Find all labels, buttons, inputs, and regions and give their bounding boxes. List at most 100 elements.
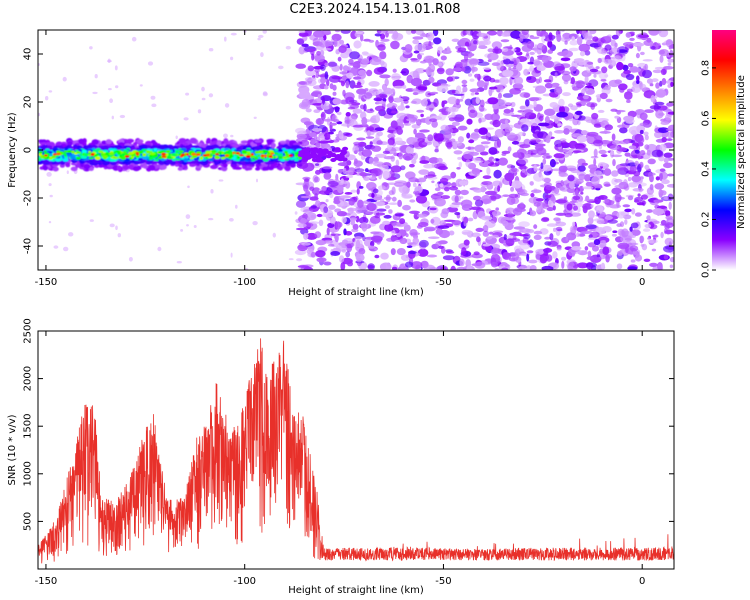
noise-speckle (586, 131, 599, 137)
noise-speckle (667, 58, 674, 63)
noise-speckle (490, 89, 495, 93)
noise-speckle (624, 91, 633, 100)
noise-speckle (147, 61, 154, 66)
noise-speckle (506, 235, 514, 240)
noise-speckle (655, 82, 660, 89)
noise-speckle (514, 47, 521, 53)
noise-speckle (575, 189, 579, 197)
noise-speckle (361, 149, 373, 157)
noise-speckle (354, 236, 363, 240)
noise-speckle (301, 98, 310, 107)
noise-speckle (393, 182, 405, 187)
noise-speckle (409, 199, 416, 203)
noise-speckle (536, 30, 541, 37)
noise-speckle (659, 190, 667, 196)
noise-speckle (391, 186, 396, 195)
noise-speckle (646, 37, 652, 43)
signal-blob (234, 166, 242, 170)
noise-speckle (342, 65, 349, 72)
noise-speckle (564, 36, 570, 40)
noise-speckle (420, 33, 431, 38)
noise-speckle (567, 174, 575, 182)
noise-speckle (431, 162, 437, 168)
noise-speckle (62, 76, 67, 82)
noise-speckle (490, 234, 499, 239)
noise-speckle (375, 153, 387, 158)
noise-speckle (235, 204, 238, 209)
noise-speckle (501, 47, 509, 52)
noise-speckle (354, 158, 358, 165)
noise-speckle (652, 234, 659, 238)
noise-speckle (574, 58, 586, 66)
noise-speckle (295, 227, 307, 231)
noise-speckle (210, 189, 214, 194)
signal-blob (285, 139, 290, 144)
noise-speckle (663, 152, 673, 158)
noise-speckle (591, 112, 599, 120)
signal-blob (214, 161, 220, 165)
noise-speckle (561, 256, 567, 261)
signal-blob (211, 145, 219, 149)
noise-speckle (434, 183, 441, 187)
noise-speckle (303, 121, 312, 126)
signal-blob (38, 160, 43, 164)
noise-speckle (380, 262, 392, 270)
noise-speckle (666, 138, 673, 142)
noise-speckle (557, 123, 563, 127)
noise-speckle (347, 106, 356, 110)
noise-speckle (417, 248, 429, 257)
noise-speckle (533, 234, 542, 240)
noise-speckle (576, 95, 585, 101)
noise-speckle (655, 176, 660, 181)
noise-speckle (667, 111, 674, 115)
noise-speckle (491, 247, 501, 254)
noise-speckle (390, 40, 400, 50)
noise-speckle (258, 34, 264, 38)
noise-speckle (301, 43, 309, 47)
noise-speckle (649, 105, 662, 110)
signal-blob (105, 139, 112, 145)
noise-speckle (554, 187, 560, 195)
signal-blob (159, 164, 167, 170)
noise-speckle (585, 224, 597, 230)
noise-speckle (619, 127, 628, 134)
noise-speckle (193, 225, 197, 228)
noise-speckle (334, 233, 339, 243)
noise-speckle (636, 136, 645, 144)
noise-speckle (588, 79, 599, 87)
noise-speckle (385, 194, 391, 203)
noise-speckle (628, 145, 637, 150)
noise-speckle (377, 44, 386, 51)
noise-speckle (374, 214, 381, 219)
signal-blob (282, 156, 288, 160)
noise-speckle (647, 158, 656, 165)
noise-speckle (425, 45, 434, 49)
noise-speckle (431, 120, 438, 128)
noise-speckle (492, 102, 499, 110)
noise-speckle (493, 169, 502, 179)
noise-speckle (327, 61, 338, 67)
noise-speckle (314, 231, 322, 239)
noise-speckle (572, 117, 579, 126)
noise-speckle (366, 130, 371, 137)
signal-blob (255, 167, 261, 171)
noise-speckle (328, 204, 336, 210)
signal-blob (112, 156, 119, 160)
noise-speckle (339, 180, 350, 184)
signal-blob (298, 156, 302, 160)
noise-speckle (323, 172, 332, 180)
noise-speckle (197, 109, 202, 114)
noise-speckle (419, 60, 427, 64)
noise-speckle (89, 46, 93, 50)
signal-blob (157, 151, 164, 154)
noise-speckle (510, 107, 514, 113)
noise-speckle (363, 176, 370, 181)
noise-speckle (501, 150, 511, 154)
noise-speckle (481, 215, 493, 221)
noise-speckle (326, 78, 330, 87)
noise-speckle (369, 117, 377, 123)
noise-speckle (492, 134, 498, 141)
noise-speckle (349, 51, 360, 60)
noise-speckle (460, 199, 473, 209)
noise-speckle (544, 82, 553, 89)
